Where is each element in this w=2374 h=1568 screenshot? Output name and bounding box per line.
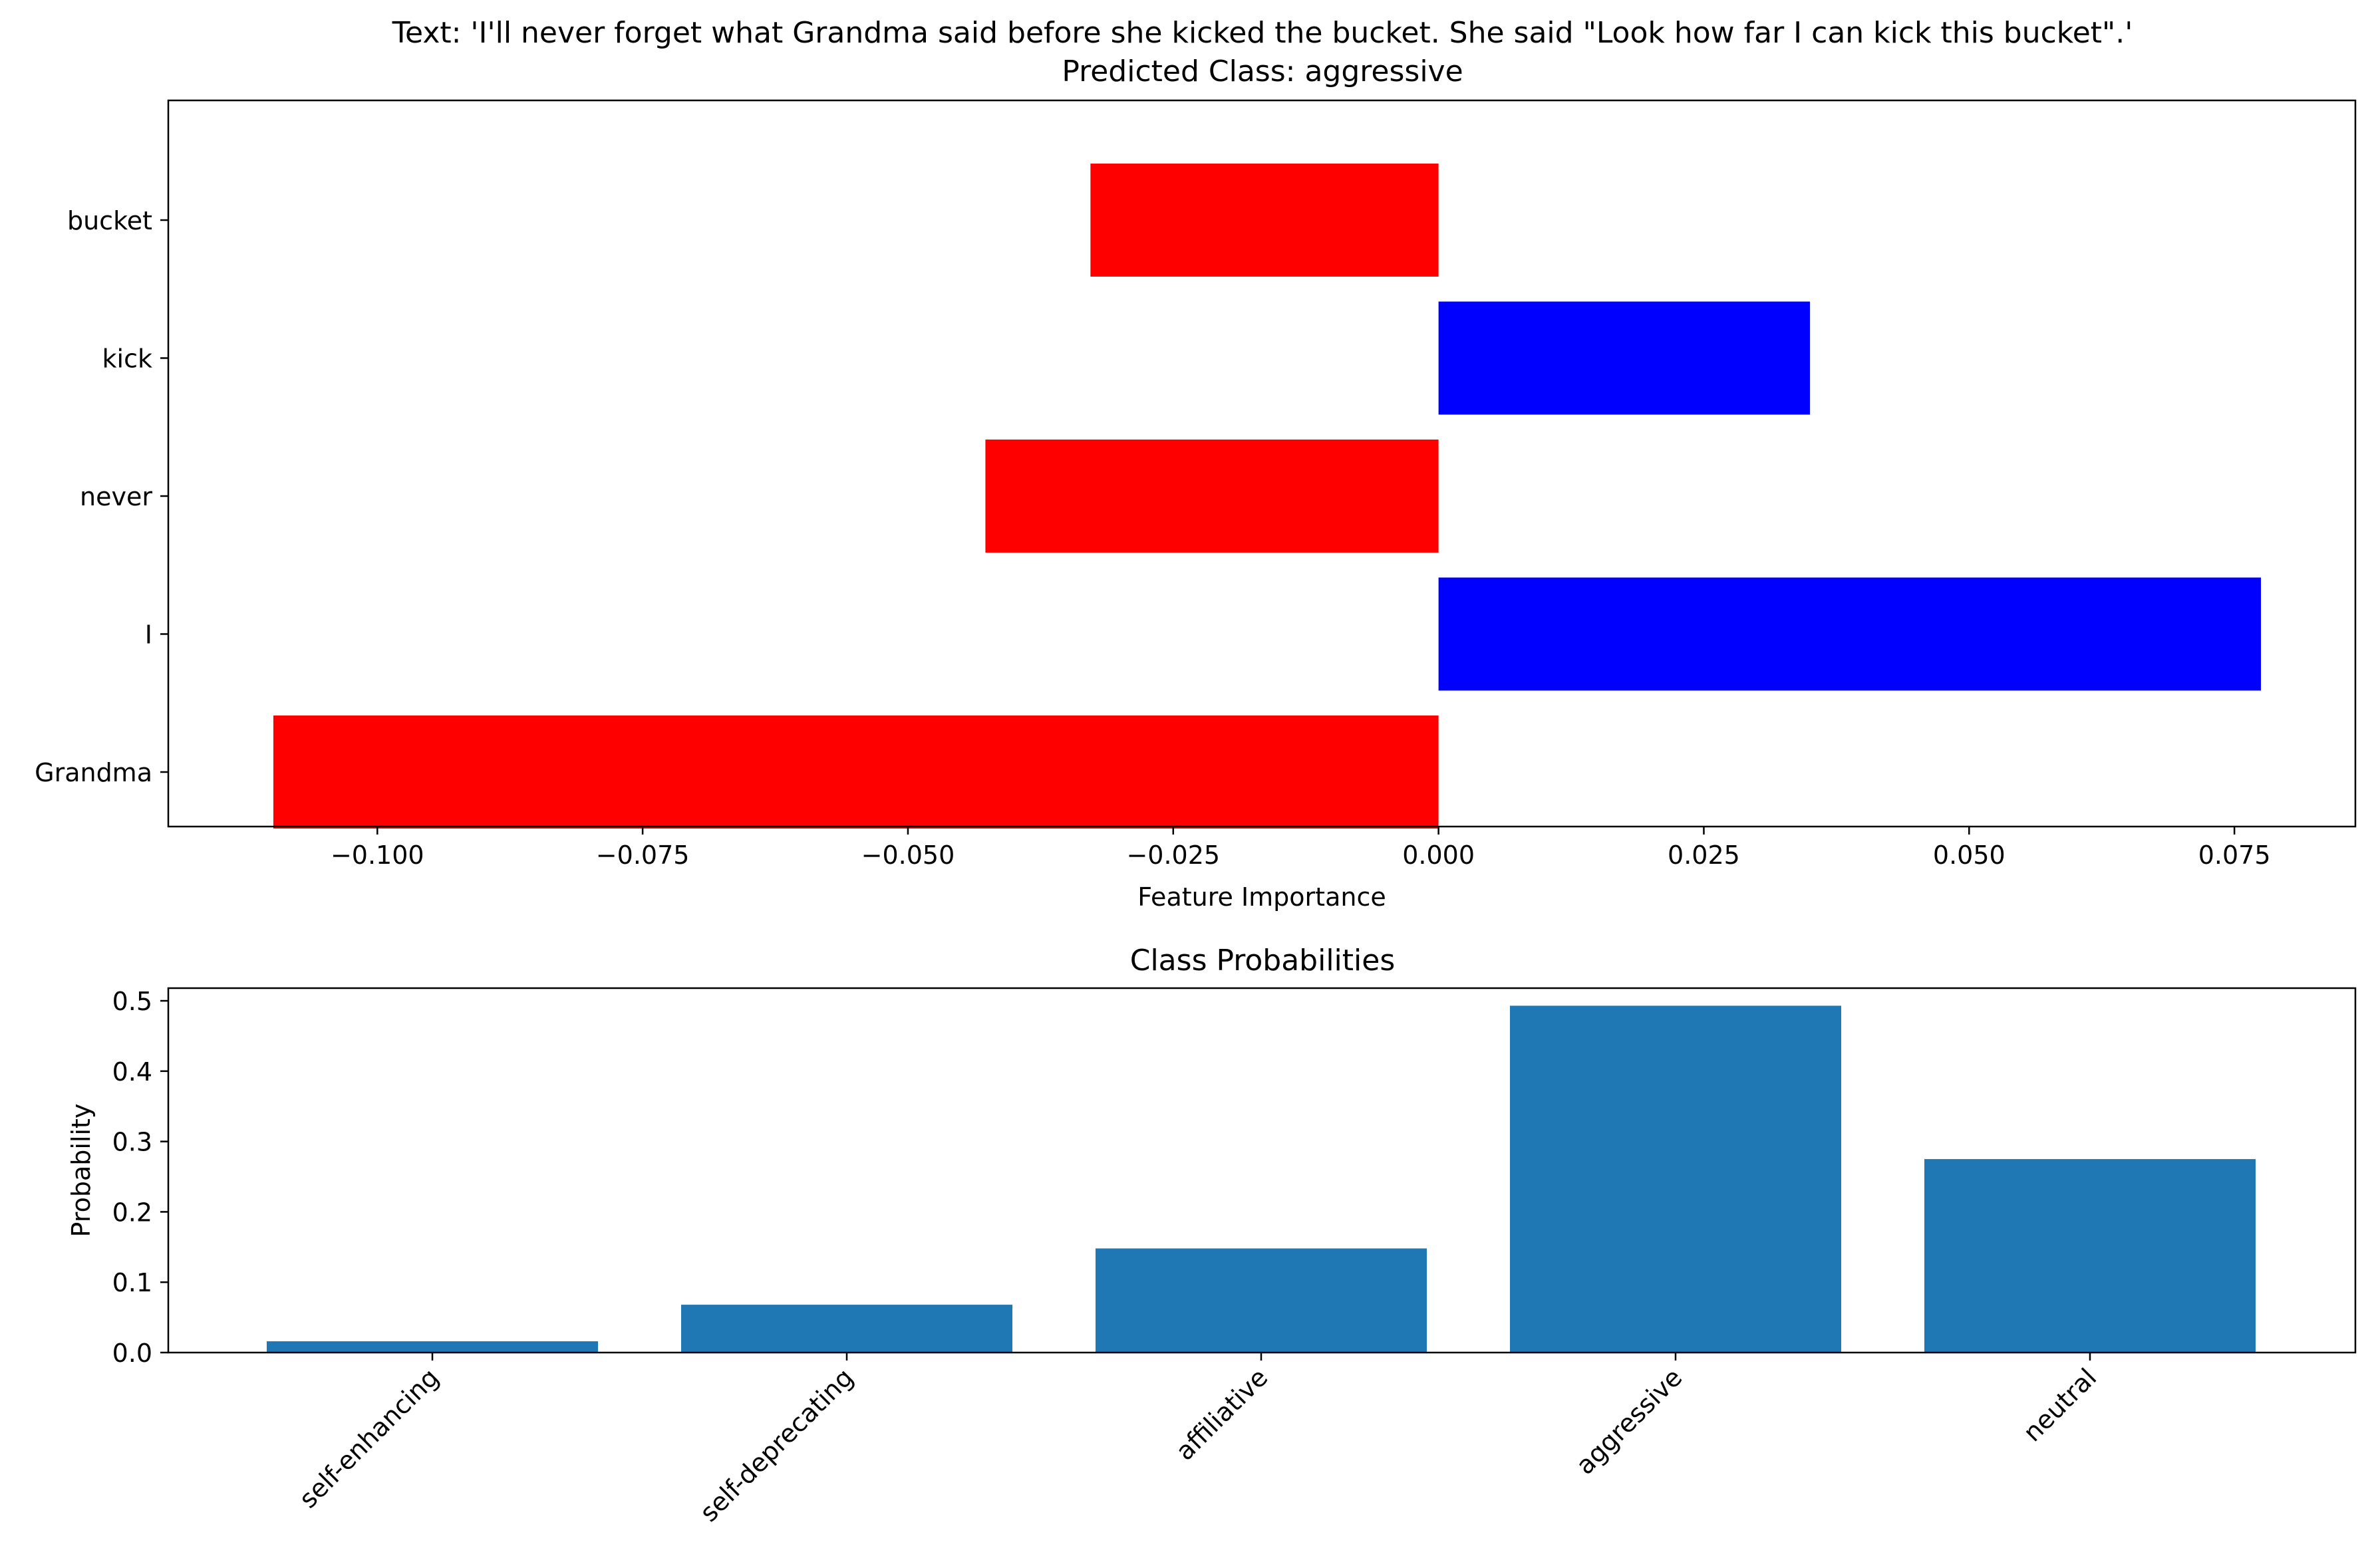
- feature-y-tick-label: never: [80, 482, 152, 511]
- probability-y-tick-label: 0.2: [112, 1198, 152, 1227]
- class-probabilities-chart: Class Probabilities self-enhancing self-d…: [67, 944, 2357, 1527]
- feature-x-tick-label: −0.025: [1126, 841, 1220, 870]
- feature-x-tick-label: −0.100: [331, 841, 424, 870]
- feature-x-axis-label: Feature Importance: [1137, 882, 1386, 912]
- feature-y-tick-label: kick: [102, 344, 152, 374]
- probability-y-axis-label: Probability: [67, 1104, 96, 1238]
- feature-bar-bucket: [1090, 164, 1439, 277]
- feature-y-tick-label: I: [145, 620, 152, 650]
- probability-chart-title: Class Probabilities: [1130, 944, 1396, 978]
- feature-axes-frame: [167, 99, 2357, 828]
- feature-bar-never: [985, 440, 1439, 553]
- probability-bar-self-enhancing: [267, 1341, 598, 1353]
- probability-axes-frame: [167, 987, 2357, 1354]
- feature-x-tick-label: 0.075: [2198, 841, 2271, 870]
- probability-y-tick-label: 0.3: [112, 1128, 152, 1157]
- feature-bars: [273, 164, 2262, 829]
- feature-x-tick-label: 0.025: [1668, 841, 1740, 870]
- feature-x-tick-label: 0.050: [1933, 841, 2005, 870]
- feature-x-tick-label: 0.000: [1402, 841, 1475, 870]
- feature-x-tick-label: −0.075: [596, 841, 690, 870]
- feature-y-tick-label: Grandma: [35, 758, 152, 787]
- probability-bars: [267, 1005, 2256, 1353]
- feature-importance-chart: Text: 'I'll never forget what Grandma sa…: [35, 16, 2357, 912]
- probability-bar-aggressive: [1510, 1005, 1841, 1353]
- probability-bar-affiliative: [1096, 1248, 1427, 1353]
- probability-y-tick-label: 0.0: [112, 1339, 152, 1368]
- probability-bar-self-deprecating: [681, 1305, 1012, 1353]
- feature-chart-subtitle: Predicted Class: aggressive: [1062, 55, 1463, 88]
- feature-chart-title: Text: 'I'll never forget what Grandma sa…: [392, 16, 2133, 50]
- probability-bar-neutral: [1924, 1159, 2256, 1353]
- probability-y-tick-label: 0.1: [112, 1268, 152, 1297]
- feature-bar-kick: [1438, 301, 1810, 415]
- feature-y-tick-label: bucket: [67, 206, 152, 235]
- probability-y-tick-label: 0.5: [112, 987, 152, 1016]
- feature-bar-i: [1438, 577, 2262, 691]
- feature-x-tick-label: −0.050: [861, 841, 955, 870]
- probability-y-tick-label: 0.4: [112, 1057, 152, 1087]
- feature-bar-grandma: [273, 716, 1439, 829]
